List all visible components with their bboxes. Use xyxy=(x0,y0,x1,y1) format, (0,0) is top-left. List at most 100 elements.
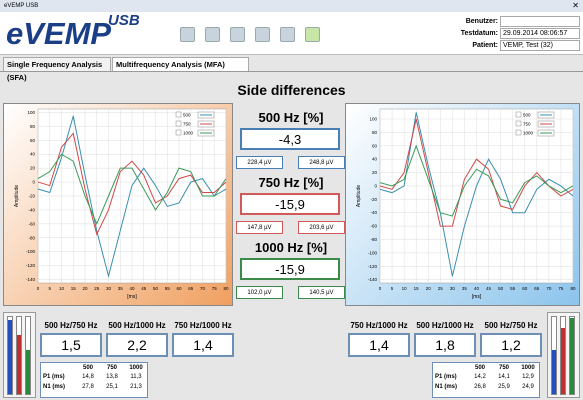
x-tick-label: 35 xyxy=(462,286,468,291)
level-bar xyxy=(561,328,565,394)
x-tick-label: 25 xyxy=(94,286,100,291)
toolbar-button[interactable] xyxy=(305,27,320,42)
y-axis-label: Amplitude xyxy=(14,185,20,207)
legend-checkbox xyxy=(515,129,522,136)
logo-sup: USB xyxy=(108,12,140,29)
y-tick-label: -80 xyxy=(370,237,377,242)
x-tick-label: 15 xyxy=(71,286,77,291)
toolbar-button[interactable] xyxy=(230,27,245,42)
toolbar-button[interactable] xyxy=(280,27,295,42)
tab-line xyxy=(0,71,583,72)
x-tick-label: 45 xyxy=(141,286,147,291)
toolbar-button[interactable] xyxy=(205,27,220,42)
table-cell: 21,3 xyxy=(130,384,142,390)
legend-checkbox xyxy=(175,120,182,127)
legend-checkbox xyxy=(515,120,522,127)
y-tick-label: -60 xyxy=(370,224,377,229)
series-line xyxy=(37,153,227,226)
series-line xyxy=(379,118,574,227)
x-axis-label: [ms] xyxy=(127,294,137,300)
y-tick-label: 0 xyxy=(374,183,377,188)
series-line xyxy=(379,144,574,217)
level-bar xyxy=(8,320,12,394)
y-tick-label: 40 xyxy=(372,157,378,162)
x-tick-label: 65 xyxy=(534,286,540,291)
y-tick-label: -40 xyxy=(370,210,377,215)
table-row-label: N1 (ms) xyxy=(43,384,66,390)
y-tick-label: -100 xyxy=(368,250,378,255)
difference-label: 1000 Hz [%] xyxy=(254,240,328,255)
difference-label: 500 Hz [%] xyxy=(258,110,324,125)
table-header: 1000 xyxy=(129,365,143,371)
y-tick-label: 100 xyxy=(27,110,35,115)
level-bar xyxy=(17,335,21,394)
tab[interactable]: Multifrequency Analysis (MFA) xyxy=(112,57,249,71)
y-tick-label: -120 xyxy=(368,264,378,269)
y-tick-label: -20 xyxy=(370,197,377,202)
legend-checkbox xyxy=(175,129,182,136)
x-tick-label: 60 xyxy=(522,286,528,291)
x-tick-label: 50 xyxy=(153,286,159,291)
table-cell: 11,3 xyxy=(130,374,142,380)
ratio-value: 2,2 xyxy=(106,333,168,357)
ratio-value: 1,5 xyxy=(40,333,102,357)
legend-label: 1000 xyxy=(183,131,194,136)
ratio-label: 500 Hz/750 Hz xyxy=(484,321,538,330)
table-frame xyxy=(40,362,148,398)
difference-value: -15,9 xyxy=(240,258,340,280)
difference-label: 750 Hz [%] xyxy=(258,175,324,190)
table-frame xyxy=(432,362,540,398)
tab[interactable]: Single Frequency Analysis (SFA) xyxy=(3,57,111,82)
ratio-label: 500 Hz/1000 Hz xyxy=(416,321,474,330)
table-row-label: P1 (ms) xyxy=(435,374,457,380)
table-cell: 13,8 xyxy=(106,374,118,380)
table-header: 750 xyxy=(498,365,509,371)
y-tick-label: -120 xyxy=(26,263,36,268)
ratio-value: 1,8 xyxy=(414,333,476,357)
x-axis-label: [ms] xyxy=(472,294,482,300)
table-cell: 12,9 xyxy=(522,374,534,380)
level-bar xyxy=(26,350,30,394)
x-tick-label: 10 xyxy=(402,286,408,291)
table-row-label: N1 (ms) xyxy=(435,384,458,390)
y-tick-label: 0 xyxy=(32,180,35,185)
y-tick-label: 60 xyxy=(372,143,378,148)
x-tick-label: 0 xyxy=(379,286,382,291)
table-header: 500 xyxy=(82,365,93,371)
x-tick-label: 15 xyxy=(414,286,420,291)
x-tick-label: 75 xyxy=(212,286,218,291)
x-tick-label: 20 xyxy=(426,286,432,291)
series-line xyxy=(37,132,227,236)
x-tick-label: 30 xyxy=(106,286,112,291)
table-cell: 25,1 xyxy=(106,384,118,390)
table-header: 750 xyxy=(106,365,117,371)
y-tick-label: 20 xyxy=(372,170,378,175)
y-tick-label: -140 xyxy=(26,277,36,282)
x-tick-label: 30 xyxy=(450,286,456,291)
ratio-value: 1,2 xyxy=(480,333,542,357)
toolbar-button[interactable] xyxy=(255,27,270,42)
header: eVEMP USB Benutzer: Testdatum: 29.09.2014 … xyxy=(0,12,583,55)
x-tick-label: 75 xyxy=(558,286,564,291)
ratio-value: 1,4 xyxy=(348,333,410,357)
x-tick-label: 70 xyxy=(546,286,552,291)
close-button[interactable]: ✕ xyxy=(572,1,579,10)
table-cell: 14,2 xyxy=(474,374,486,380)
amplitude-left: 102,0 µV xyxy=(236,286,283,299)
toolbar-button[interactable] xyxy=(180,27,195,42)
x-tick-label: 45 xyxy=(486,286,492,291)
table-header: 1000 xyxy=(521,365,535,371)
x-tick-label: 55 xyxy=(510,286,516,291)
y-tick-label: 80 xyxy=(372,130,378,135)
y-tick-label: 20 xyxy=(30,166,36,171)
table-cell: 25,9 xyxy=(498,384,510,390)
x-tick-label: 5 xyxy=(391,286,394,291)
y-tick-label: -40 xyxy=(28,207,35,212)
y-tick-label: -60 xyxy=(28,221,35,226)
table-cell: 24,9 xyxy=(522,384,534,390)
ratio-label: 500 Hz/1000 Hz xyxy=(108,321,166,330)
x-tick-label: 40 xyxy=(474,286,480,291)
table-cell: 27,8 xyxy=(82,384,94,390)
info-value: VEMP, Test (32) xyxy=(500,40,580,51)
legend-label: 750 xyxy=(183,122,191,127)
